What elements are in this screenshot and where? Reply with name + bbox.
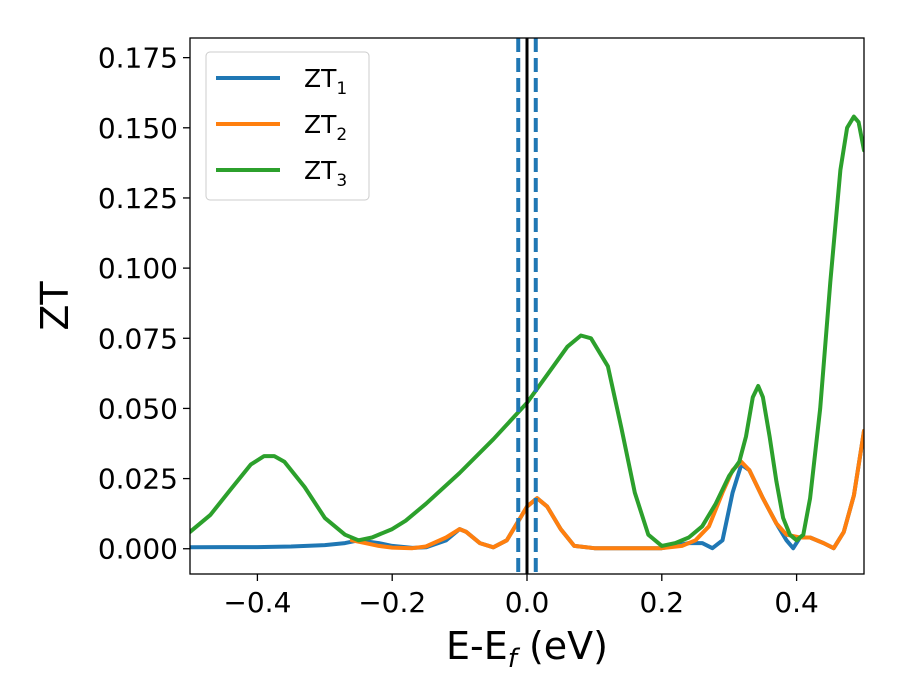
y-axis-label: ZT — [33, 281, 77, 331]
x-tick-label: −0.2 — [358, 586, 426, 619]
x-axis-label-main: E-E — [446, 624, 508, 668]
legend-label-zt2: ZT2 — [304, 110, 347, 145]
y-tick-label: 0.125 — [98, 182, 178, 215]
x-axis-label-unit: (eV) — [517, 624, 608, 668]
x-tick-label: 0.2 — [640, 586, 685, 619]
y-tick-label: 0.000 — [98, 533, 178, 566]
legend-label-zt3: ZT3 — [304, 156, 347, 191]
y-tick-label: 0.100 — [98, 252, 178, 285]
x-tick-label: −0.4 — [223, 586, 291, 619]
series-line-zt3 — [190, 114, 864, 548]
legend-box — [205, 51, 370, 201]
x-axis-label: E-Ef (eV) — [446, 624, 608, 674]
y-tick-label: 0.050 — [98, 392, 178, 425]
y-axis-ticks: 0.000 0.025 0.050 0.075 0.100 0.125 0.150 0.175 — [98, 42, 190, 566]
y-tick-label: 0.150 — [98, 112, 178, 145]
series-layer — [190, 114, 864, 551]
legend: ZT1 ZT2 ZT3 — [205, 51, 370, 201]
vertical-marker-lines — [516, 38, 538, 574]
x-tick-label: 0.0 — [505, 586, 550, 619]
y-tick-label: 0.025 — [98, 463, 178, 496]
y-tick-label: 0.175 — [98, 42, 178, 75]
x-axis-ticks: −0.4 −0.2 0.0 0.2 0.4 — [223, 574, 819, 619]
x-tick-label: 0.4 — [774, 586, 819, 619]
y-tick-label: 0.075 — [98, 322, 178, 355]
legend-label-zt1: ZT1 — [304, 64, 347, 99]
